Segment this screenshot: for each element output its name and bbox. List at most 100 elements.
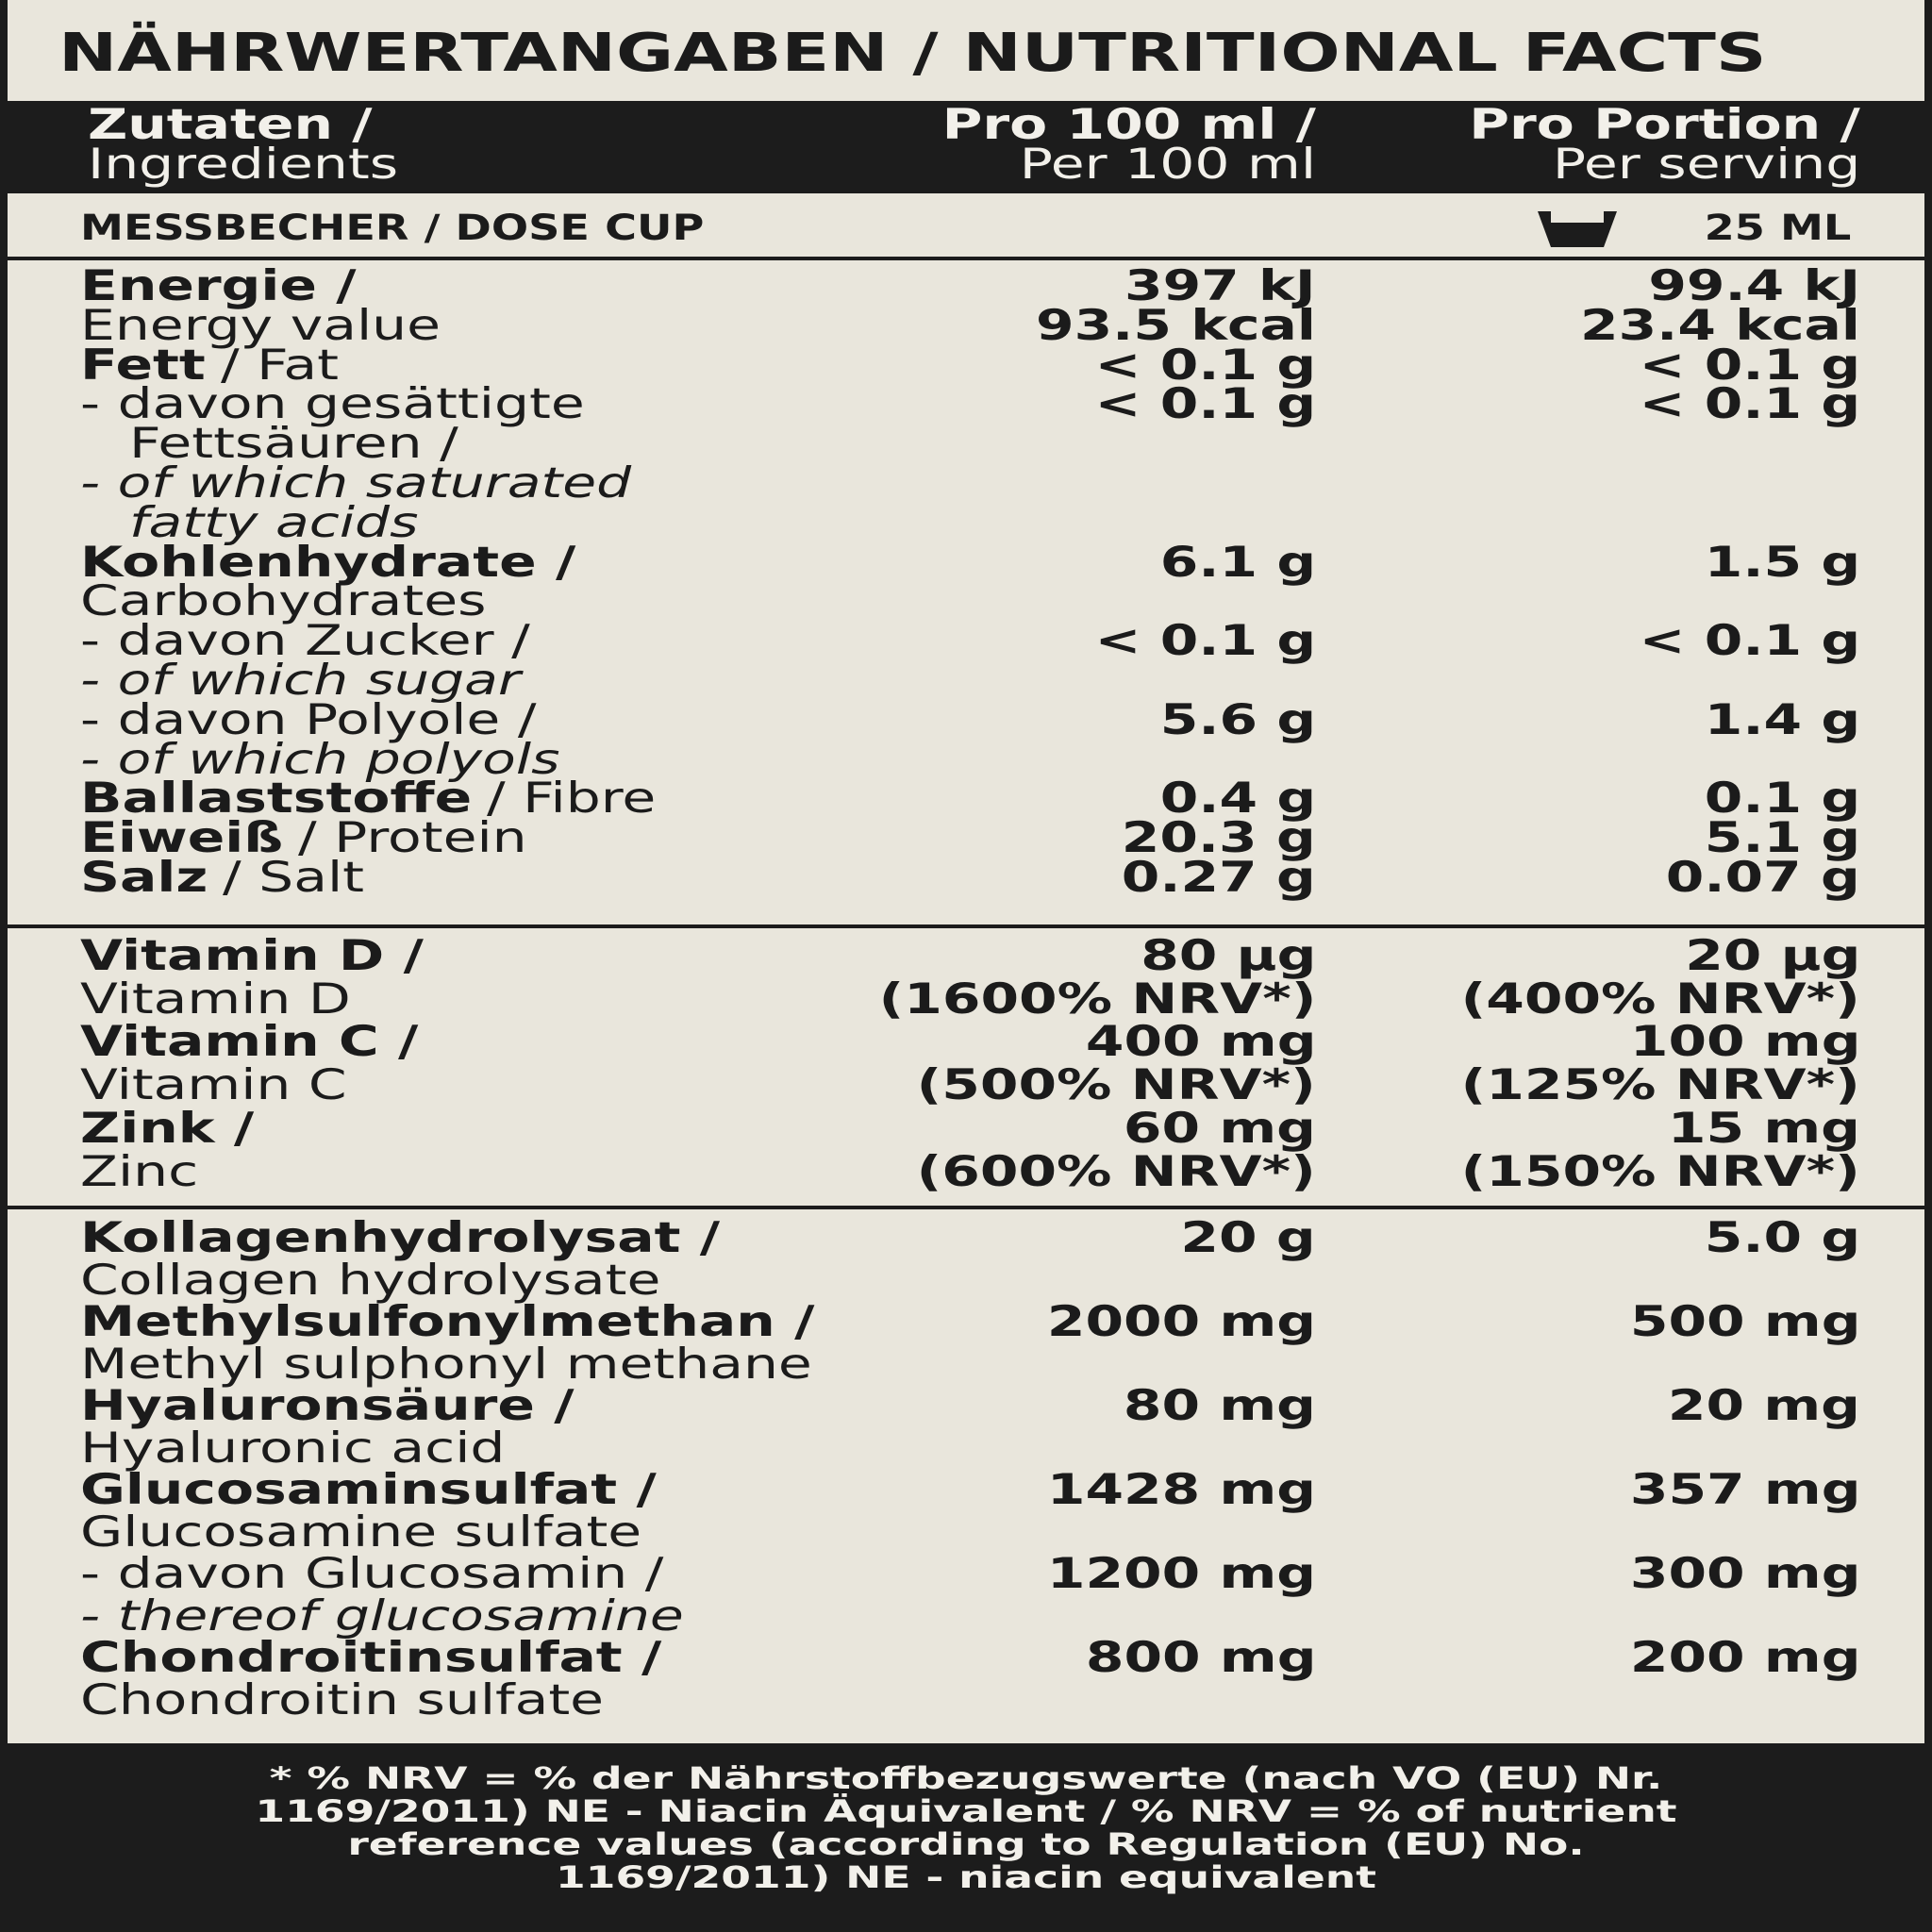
- cup-icon: [1538, 211, 1617, 247]
- header-cell: Pro Portion /: [1469, 99, 1860, 149]
- nutrient-name: Vitamin C /: [80, 1017, 419, 1066]
- nutrient-value: 1428 mg: [1046, 1464, 1316, 1514]
- nutrient-name: Eiweiß: [80, 812, 284, 862]
- nutrient-value: 15 mg: [1668, 1103, 1860, 1153]
- nutrient-value: 1.4 g: [1704, 694, 1860, 744]
- nutrient-value: (1600% NRV*): [878, 974, 1316, 1024]
- nutrient-value: 6.1 g: [1159, 537, 1316, 587]
- nutrient-value: 500 mg: [1629, 1296, 1860, 1346]
- footnote-line: reference values (according to Regulatio…: [347, 1826, 1585, 1862]
- divider: [0, 257, 1932, 260]
- footnote-band: [0, 1743, 1932, 1932]
- nutrient-name: Kollagenhydrolysat /: [80, 1212, 721, 1262]
- nutrient-value: 5.1 g: [1704, 812, 1860, 862]
- nutrient-name: Methylsulfonylmethan /: [80, 1296, 815, 1346]
- nutrient-name: - of which polyols: [80, 734, 560, 784]
- nutrient-value: 1200 mg: [1046, 1548, 1316, 1598]
- nutrient-value: < 0.1 g: [1094, 340, 1316, 390]
- nutrient-name: Fettsäuren /: [129, 418, 458, 468]
- nutrient-name: Salz: [80, 852, 208, 902]
- nutrient-value: 300 mg: [1629, 1548, 1860, 1598]
- nutrient-name: Energy value: [80, 300, 441, 350]
- footnote-line: 1169/2011) NE - niacin equivalent: [555, 1859, 1377, 1895]
- nutrient-value: 93.5 kcal: [1036, 300, 1316, 350]
- nutrient-value: < 0.1 g: [1639, 379, 1860, 428]
- nutrient-value: < 0.1 g: [1094, 379, 1316, 428]
- nutrient-value: 20 mg: [1668, 1380, 1860, 1430]
- nutrient-name: - thereof glucosamine: [80, 1591, 684, 1640]
- header-cell: Per serving: [1552, 139, 1860, 189]
- nutrient-name: Zinc: [80, 1146, 199, 1195]
- nutrient-name: / Fat: [220, 340, 339, 390]
- divider: [0, 924, 1932, 928]
- header-cell: Zutaten /: [88, 99, 373, 149]
- nutrient-name: - davon Zucker /: [80, 615, 530, 665]
- nutrient-name: / Fibre: [487, 774, 657, 823]
- nutrient-name: Hyaluronsäure /: [80, 1380, 575, 1430]
- nutrient-name: Vitamin D /: [80, 930, 424, 980]
- header-cell: Per 100 ml: [1019, 139, 1316, 189]
- nutrient-name: Ballaststoffe: [80, 774, 473, 823]
- nutrient-value: 60 mg: [1124, 1103, 1316, 1153]
- nutrient-value: 0.27 g: [1122, 852, 1316, 902]
- title: NÄHRWERTANGABEN / NUTRITIONAL FACTS: [58, 21, 1767, 84]
- nutrient-value: (150% NRV*): [1460, 1146, 1860, 1195]
- nutrient-value: 397 kJ: [1124, 260, 1316, 310]
- nutrient-name: / Salt: [223, 852, 365, 902]
- nutrient-name: Chondroitinsulfat /: [80, 1632, 662, 1682]
- footnote-line: 1169/2011) NE - Niacin Äquivalent / % NR…: [255, 1793, 1677, 1829]
- nutrient-name: Hyaluronic acid: [80, 1423, 506, 1472]
- nutrient-value: 1.5 g: [1704, 537, 1860, 587]
- nutrient-name: Vitamin C: [80, 1059, 347, 1109]
- nutrient-name: Methyl sulphonyl methane: [80, 1339, 812, 1388]
- nutrient-value: < 0.1 g: [1094, 615, 1316, 665]
- nutrient-name: Chondroitin sulfate: [80, 1674, 605, 1724]
- nutrient-name: Vitamin D: [80, 974, 351, 1024]
- dose-cup-amount: 25 ML: [1704, 207, 1851, 249]
- nutrient-value: (500% NRV*): [916, 1059, 1316, 1109]
- nutrient-name: Fett: [80, 340, 206, 390]
- header-cell: Ingredients: [88, 139, 399, 189]
- nutrient-name: Energie /: [80, 260, 357, 310]
- nutrient-value: (600% NRV*): [916, 1146, 1316, 1195]
- nutrient-value: 0.07 g: [1666, 852, 1860, 902]
- nutrient-value: 100 mg: [1629, 1017, 1860, 1066]
- nutrient-name: fatty acids: [129, 497, 419, 547]
- border: [1924, 0, 1932, 1932]
- nutrient-name: / Protein: [298, 812, 527, 862]
- header-band: [0, 101, 1932, 193]
- nutrient-name: Carbohydrates: [80, 576, 487, 625]
- nutrient-value: 20 g: [1180, 1212, 1316, 1262]
- header-cell: Pro 100 ml /: [941, 99, 1316, 149]
- nutrient-value: < 0.1 g: [1639, 615, 1860, 665]
- nutrient-value: 0.4 g: [1159, 774, 1316, 823]
- nutrient-value: 20.3 g: [1122, 812, 1316, 862]
- nutrient-value: (125% NRV*): [1460, 1059, 1860, 1109]
- border: [0, 0, 8, 1932]
- nutrient-value: 400 mg: [1085, 1017, 1316, 1066]
- nutrient-value: 357 mg: [1629, 1464, 1860, 1514]
- nutrient-name: Glucosaminsulfat /: [80, 1464, 657, 1514]
- nutrient-value: 200 mg: [1629, 1632, 1860, 1682]
- divider: [0, 1206, 1932, 1209]
- nutrient-value: 0.1 g: [1704, 774, 1860, 823]
- nutrient-value: 800 mg: [1085, 1632, 1316, 1682]
- nutrient-value: 23.4 kcal: [1580, 300, 1860, 350]
- nutrient-value: (400% NRV*): [1460, 974, 1860, 1024]
- nutrient-value: 2000 mg: [1046, 1296, 1316, 1346]
- nutrient-name: Glucosamine sulfate: [80, 1507, 642, 1556]
- nutrient-value: < 0.1 g: [1639, 340, 1860, 390]
- nutrient-name: - of which saturated: [80, 458, 632, 508]
- dose-cup-label: MESSBECHER / DOSE CUP: [80, 207, 705, 249]
- nutrient-name: - davon gesättigte: [80, 379, 585, 428]
- nutrient-value: 5.6 g: [1159, 694, 1316, 744]
- nutrient-name: - davon Polyole /: [80, 694, 537, 744]
- footnote-line: * % NRV = % der Nährstoffbezugswerte (na…: [269, 1760, 1663, 1796]
- nutrient-value: 80 µg: [1140, 930, 1316, 980]
- nutrient-name: Collagen hydrolysate: [80, 1255, 661, 1304]
- nutrient-value: 80 mg: [1124, 1380, 1316, 1430]
- nutrient-name: - davon Glucosamin /: [80, 1548, 664, 1598]
- nutrient-value: 99.4 kJ: [1648, 260, 1860, 310]
